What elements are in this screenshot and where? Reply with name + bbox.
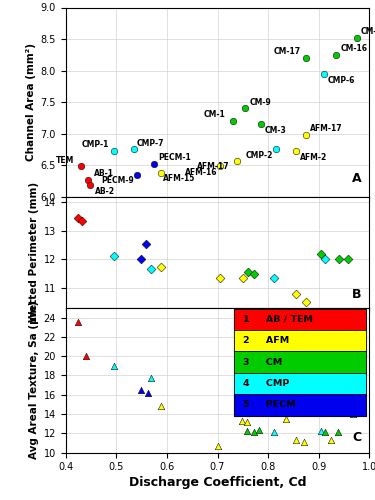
Bar [234, 373, 366, 394]
Point [234, 156, 240, 164]
Text: AFM-17: AFM-17 [310, 124, 343, 133]
Text: TEM: TEM [56, 156, 75, 165]
Point [321, 70, 327, 78]
Text: CMP-6: CMP-6 [328, 76, 355, 85]
Point [131, 146, 137, 154]
Point [303, 54, 309, 62]
Point [242, 104, 248, 112]
Point [240, 274, 246, 282]
Point [318, 428, 324, 436]
Point [283, 415, 289, 423]
Text: CMP-7: CMP-7 [136, 138, 164, 147]
Text: AFM-15: AFM-15 [164, 174, 196, 184]
Text: B: B [352, 288, 362, 301]
Text: C: C [352, 431, 362, 444]
Text: CMP-1: CMP-1 [81, 140, 109, 149]
Text: CMP-2: CMP-2 [246, 151, 273, 160]
Point [217, 162, 223, 170]
Point [303, 131, 309, 139]
Text: 3     CM: 3 CM [243, 358, 283, 366]
Y-axis label: Wetted Perimeter (mm): Wetted Perimeter (mm) [29, 182, 39, 322]
Point [239, 416, 245, 424]
Point [336, 256, 342, 264]
Point [83, 352, 89, 360]
Point [273, 146, 279, 154]
Text: AB-1: AB-1 [93, 170, 114, 178]
Point [111, 362, 117, 370]
Bar [234, 352, 366, 373]
Point [293, 290, 299, 298]
Point [86, 176, 92, 184]
Point [134, 170, 140, 178]
Point [244, 428, 250, 436]
Point [151, 160, 157, 168]
Point [333, 51, 339, 59]
Point [293, 147, 299, 155]
Point [148, 264, 154, 272]
Text: CM-20: CM-20 [361, 27, 375, 36]
Text: 2     AFM: 2 AFM [243, 336, 290, 345]
Text: 5     PECM: 5 PECM [243, 400, 296, 409]
Text: CM-17: CM-17 [274, 47, 301, 56]
Text: AB-2: AB-2 [95, 187, 115, 196]
Point [256, 426, 262, 434]
Text: CM-16: CM-16 [340, 44, 368, 53]
Text: A: A [352, 172, 362, 186]
Point [138, 386, 144, 394]
Text: AFM-2: AFM-2 [300, 153, 327, 162]
Text: AFM-17: AFM-17 [196, 162, 229, 172]
Point [251, 428, 257, 436]
Point [245, 268, 251, 276]
Point [251, 270, 257, 278]
Point [138, 256, 144, 264]
Point [328, 436, 334, 444]
Point [322, 428, 328, 436]
Point [87, 182, 93, 190]
Point [230, 117, 236, 125]
X-axis label: Discharge Coefficient, Cd: Discharge Coefficient, Cd [129, 476, 306, 490]
Point [111, 252, 117, 260]
Bar [234, 394, 366, 415]
Bar [234, 330, 366, 351]
Point [79, 217, 85, 225]
Text: CM-3: CM-3 [265, 126, 286, 135]
Point [217, 274, 223, 282]
Text: PECM-9: PECM-9 [101, 176, 134, 186]
Point [214, 442, 220, 450]
Point [158, 168, 164, 176]
Point [158, 402, 164, 410]
Bar [234, 308, 366, 416]
Point [158, 264, 164, 272]
Point [354, 34, 360, 42]
Point [148, 374, 154, 382]
Point [258, 120, 264, 128]
Point [335, 428, 341, 436]
Point [301, 438, 307, 446]
Point [293, 436, 299, 444]
Point [271, 274, 277, 282]
Point [244, 418, 250, 426]
Text: CM-9: CM-9 [249, 98, 271, 106]
Point [303, 298, 309, 306]
Point [75, 318, 81, 326]
Point [318, 250, 324, 258]
Point [322, 256, 328, 264]
Text: CM-1: CM-1 [203, 110, 225, 119]
Point [350, 410, 356, 418]
Text: PECM-1: PECM-1 [158, 153, 191, 162]
Bar [234, 308, 366, 330]
Text: 1     AB / TEM: 1 AB / TEM [243, 315, 314, 324]
Point [145, 388, 151, 396]
Point [345, 256, 351, 264]
Point [142, 240, 148, 248]
Point [78, 162, 84, 170]
Text: 4     CMP: 4 CMP [243, 379, 290, 388]
Point [271, 428, 277, 436]
Point [75, 214, 81, 222]
Text: AFM-16: AFM-16 [185, 168, 218, 177]
Y-axis label: Avg Areal Texture, Sa (μm): Avg Areal Texture, Sa (μm) [29, 301, 39, 460]
Y-axis label: Channel Area (mm²): Channel Area (mm²) [26, 43, 36, 161]
Point [111, 147, 117, 155]
